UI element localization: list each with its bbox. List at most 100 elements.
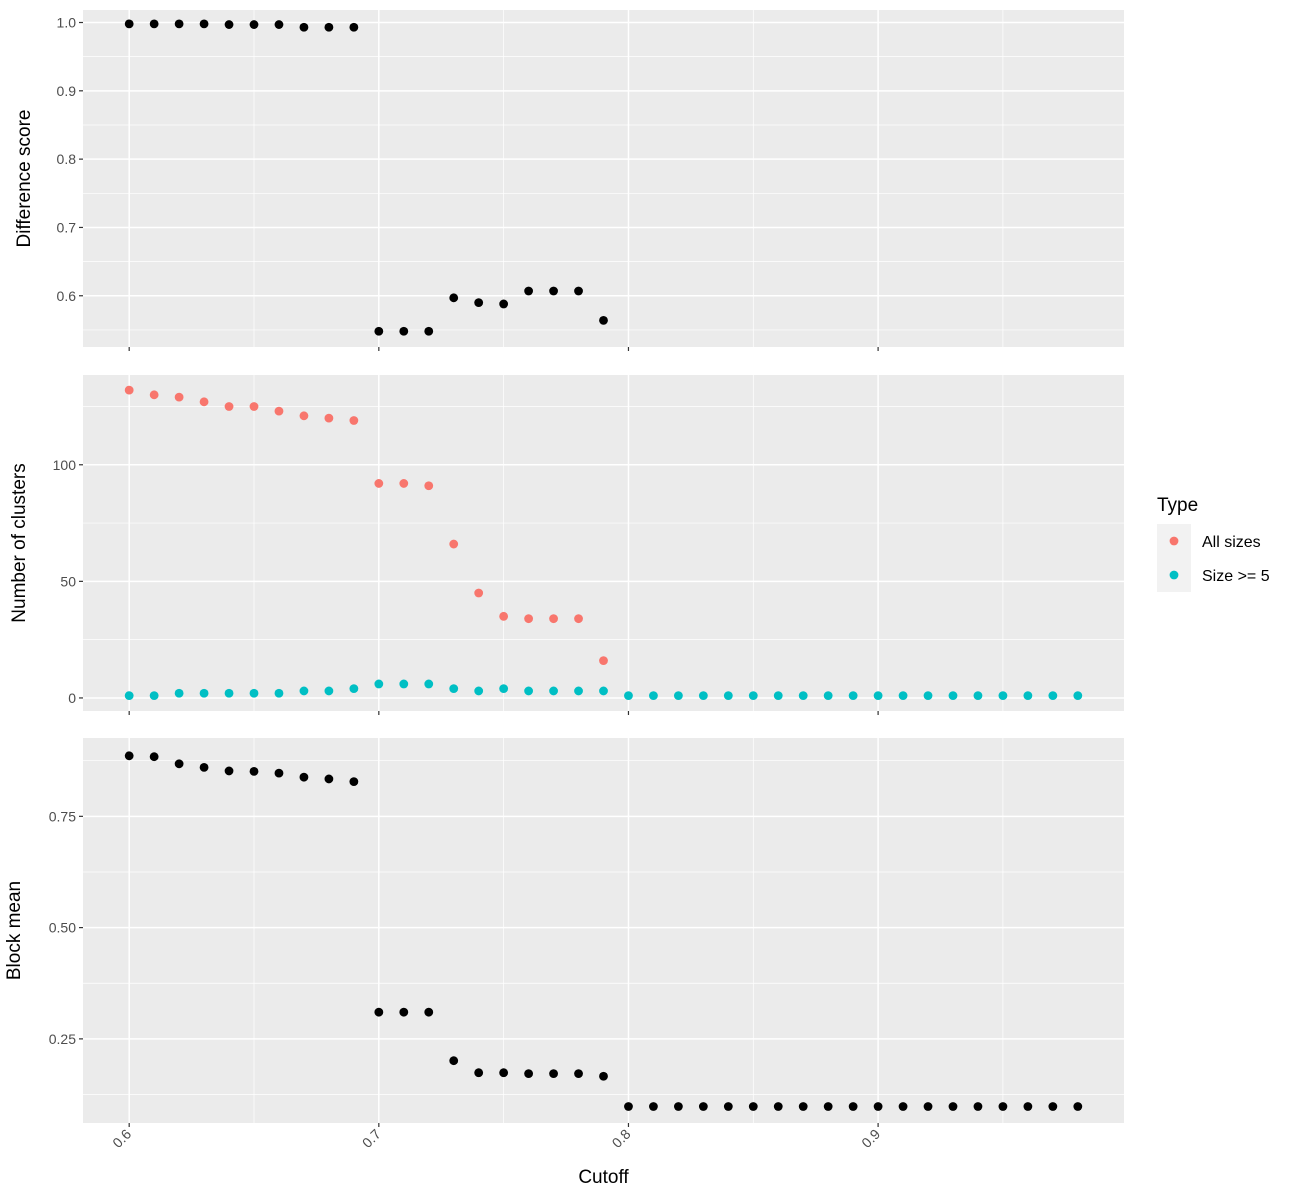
data-point-clusters-size-5 bbox=[499, 684, 509, 694]
data-point-clusters-size-5 bbox=[549, 686, 558, 696]
data-point-difference-s0 bbox=[499, 299, 509, 309]
data-point-clusters-size-5 bbox=[274, 688, 284, 698]
data-point-difference-s0 bbox=[424, 326, 434, 336]
data-point-block-s0 bbox=[973, 1102, 983, 1111]
data-point-clusters-size-5 bbox=[898, 691, 908, 701]
data-point-clusters-size-5 bbox=[1073, 691, 1083, 701]
y-tick-label: 0.6 bbox=[57, 288, 77, 304]
data-point-clusters-all-sizes bbox=[599, 656, 608, 666]
data-point-clusters-size-5 bbox=[1023, 691, 1033, 701]
data-point-difference-s0 bbox=[324, 22, 334, 32]
data-point-clusters-all-sizes bbox=[499, 611, 509, 621]
data-point-clusters-size-5 bbox=[399, 679, 409, 689]
data-point-clusters-all-sizes bbox=[449, 539, 459, 549]
data-point-clusters-size-5 bbox=[199, 688, 209, 698]
y-tick-label: 0.8 bbox=[57, 151, 77, 167]
data-point-block-s0 bbox=[424, 1007, 434, 1017]
data-point-block-s0 bbox=[698, 1102, 708, 1111]
data-point-clusters-all-sizes bbox=[549, 614, 558, 624]
data-point-clusters-size-5 bbox=[698, 691, 708, 701]
panel-background-block bbox=[83, 738, 1124, 1123]
data-point-block-s0 bbox=[948, 1102, 958, 1111]
data-point-block-s0 bbox=[723, 1102, 733, 1111]
data-point-clusters-size-5 bbox=[723, 691, 733, 701]
data-point-block-s0 bbox=[773, 1102, 783, 1111]
y-tick-label: 0.9 bbox=[57, 83, 77, 99]
y-axis-title-difference: Difference score bbox=[14, 110, 35, 248]
x-tick-label: 0.6 bbox=[109, 1126, 134, 1151]
y-tick-label: 0.25 bbox=[49, 1031, 76, 1047]
legend-title: Type bbox=[1157, 495, 1198, 516]
data-point-block-s0 bbox=[524, 1069, 534, 1078]
data-point-difference-s0 bbox=[399, 326, 409, 336]
y-tick-label: 1.0 bbox=[57, 15, 77, 31]
data-point-clusters-all-sizes bbox=[149, 390, 159, 400]
legend-key-point bbox=[1169, 570, 1179, 580]
data-point-clusters-size-5 bbox=[823, 691, 833, 701]
data-point-block-s0 bbox=[149, 752, 159, 762]
data-point-block-s0 bbox=[998, 1102, 1008, 1111]
y-tick-label: 0 bbox=[68, 690, 76, 706]
data-point-block-s0 bbox=[599, 1071, 608, 1081]
data-point-clusters-size-5 bbox=[149, 691, 159, 701]
data-point-clusters-all-sizes bbox=[249, 402, 259, 411]
data-point-clusters-size-5 bbox=[124, 691, 134, 701]
data-point-clusters-size-5 bbox=[349, 684, 359, 694]
data-point-clusters-all-sizes bbox=[199, 397, 209, 407]
data-point-clusters-all-sizes bbox=[224, 402, 234, 411]
data-point-clusters-all-sizes bbox=[349, 416, 359, 425]
x-tick-label: 0.8 bbox=[609, 1126, 634, 1151]
data-point-block-s0 bbox=[199, 762, 209, 772]
data-point-difference-s0 bbox=[199, 19, 209, 29]
data-point-clusters-all-sizes bbox=[124, 385, 134, 395]
data-point-block-s0 bbox=[823, 1102, 833, 1111]
x-tick-label: 0.7 bbox=[359, 1126, 384, 1151]
x-tick-label: 0.9 bbox=[858, 1126, 883, 1151]
data-point-clusters-size-5 bbox=[773, 691, 783, 701]
data-point-difference-s0 bbox=[374, 326, 384, 336]
data-point-difference-s0 bbox=[149, 19, 159, 29]
data-point-clusters-size-5 bbox=[649, 691, 658, 701]
data-point-block-s0 bbox=[748, 1102, 758, 1111]
data-point-block-s0 bbox=[898, 1102, 908, 1111]
data-point-block-s0 bbox=[848, 1102, 858, 1111]
data-point-clusters-size-5 bbox=[424, 679, 434, 689]
data-point-clusters-all-sizes bbox=[474, 588, 484, 598]
data-point-block-s0 bbox=[1073, 1102, 1083, 1111]
data-point-difference-s0 bbox=[474, 298, 484, 307]
data-point-block-s0 bbox=[673, 1102, 683, 1111]
data-point-block-s0 bbox=[224, 766, 234, 776]
data-point-clusters-all-sizes bbox=[299, 411, 309, 421]
y-axis-title-clusters: Number of clusters bbox=[9, 463, 30, 622]
y-tick-label: 0.75 bbox=[49, 808, 76, 824]
data-point-clusters-size-5 bbox=[574, 686, 583, 696]
data-point-block-s0 bbox=[174, 759, 184, 769]
data-point-block-s0 bbox=[624, 1102, 633, 1111]
data-point-clusters-size-5 bbox=[449, 684, 459, 694]
data-point-block-s0 bbox=[923, 1102, 933, 1111]
data-point-clusters-size-5 bbox=[474, 686, 484, 696]
legend-label: All sizes bbox=[1202, 534, 1261, 551]
data-point-block-s0 bbox=[374, 1007, 384, 1017]
data-point-clusters-size-5 bbox=[798, 691, 808, 701]
data-point-clusters-size-5 bbox=[748, 691, 758, 701]
panel-background-difference bbox=[83, 10, 1124, 347]
x-axis-title: Cutoff bbox=[578, 1167, 629, 1188]
data-point-clusters-size-5 bbox=[923, 691, 933, 701]
data-point-block-s0 bbox=[649, 1102, 658, 1111]
data-point-clusters-size-5 bbox=[873, 691, 883, 701]
data-point-block-s0 bbox=[399, 1007, 409, 1017]
data-point-block-s0 bbox=[1023, 1102, 1033, 1111]
y-axis-title-block: Block mean bbox=[4, 881, 25, 980]
data-point-clusters-size-5 bbox=[848, 691, 858, 701]
data-point-difference-s0 bbox=[174, 19, 184, 29]
y-tick-label: 0.50 bbox=[49, 920, 76, 936]
data-point-clusters-all-sizes bbox=[174, 392, 184, 402]
data-point-clusters-size-5 bbox=[524, 686, 534, 696]
data-point-difference-s0 bbox=[249, 20, 259, 29]
data-point-clusters-all-sizes bbox=[374, 479, 384, 488]
data-point-clusters-all-sizes bbox=[399, 479, 409, 488]
y-tick-label: 100 bbox=[53, 457, 77, 473]
data-point-clusters-size-5 bbox=[673, 691, 683, 701]
